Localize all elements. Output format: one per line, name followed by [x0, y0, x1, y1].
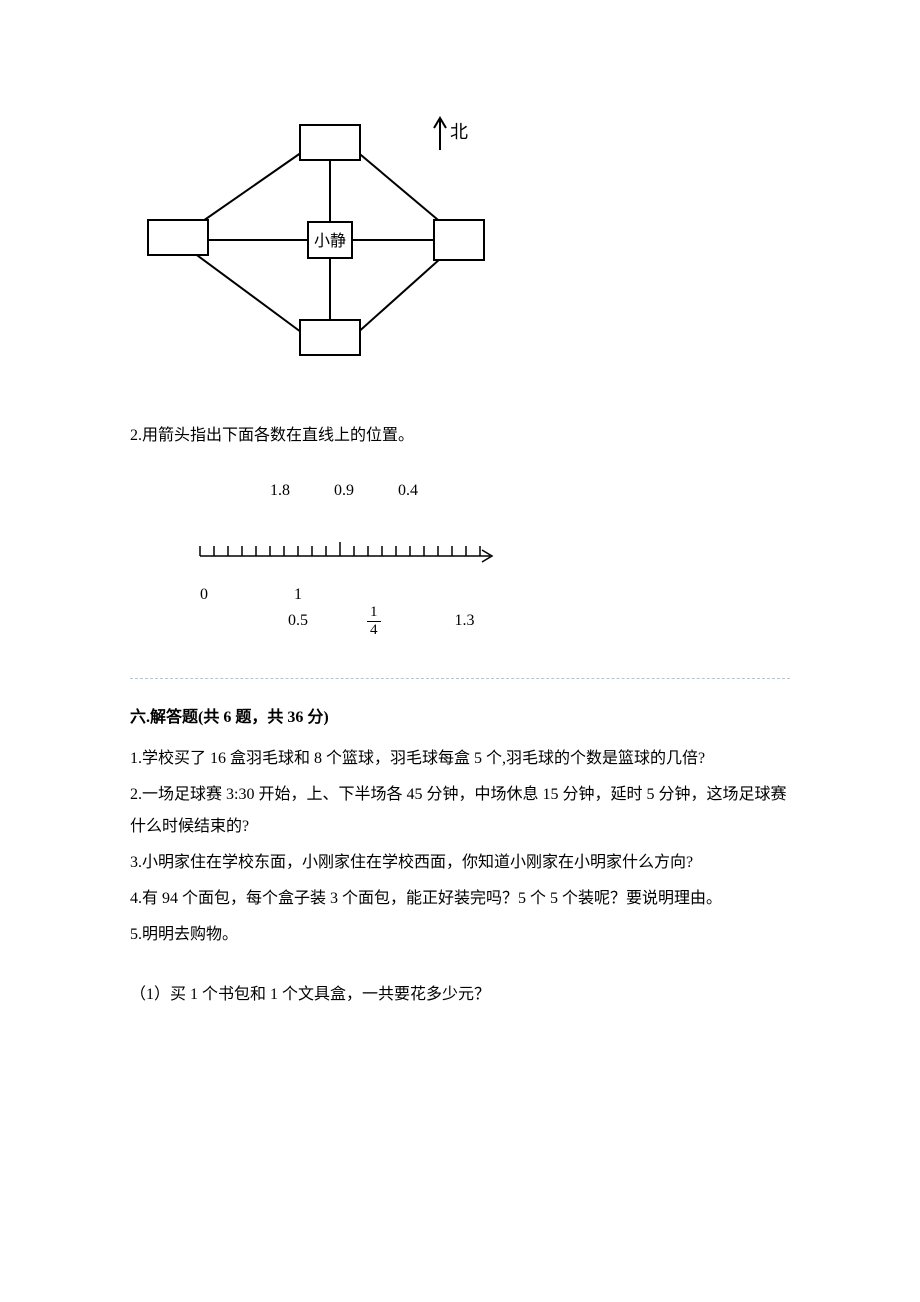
center-label: 小静: [314, 232, 346, 250]
number-line-figure: 1.8 0.9 0.4: [190, 482, 790, 638]
q6-5: 5.明明去购物。: [130, 919, 790, 951]
q6-3: 3.小明家住在学校东面，小刚家住在学校西面，你知道小刚家在小明家什么方向?: [130, 847, 790, 879]
north-label: 北: [450, 122, 468, 142]
frac-num: 1: [367, 604, 381, 622]
question-2-text: 2.用箭头指出下面各数在直线上的位置。: [130, 420, 790, 452]
q6-2: 2.一场足球赛 3:30 开始，上、下半场各 45 分钟，中场休息 15 分钟，…: [130, 779, 790, 843]
number-line-top-labels: 1.8 0.9 0.4: [270, 482, 790, 500]
top-val-3: 0.4: [398, 482, 418, 500]
label-1-3: 1.3: [455, 612, 475, 630]
q6-5-sub1: （1）买 1 个书包和 1 个文具盒，一共要花多少元？: [130, 979, 790, 1011]
top-val-1: 1.8: [270, 482, 290, 500]
q6-4: 4.有 94 个面包，每个盒子装 3 个面包，能正好装完吗？5 个 5 个装呢？…: [130, 883, 790, 915]
position-diagram-svg: 小静 北: [130, 100, 510, 380]
top-val-2: 0.9: [334, 482, 354, 500]
q6-1: 1.学校买了 16 盒羽毛球和 8 个篮球，羽毛球每盒 5 个,羽毛球的个数是篮…: [130, 743, 790, 775]
label-0-5: 0.5: [288, 612, 308, 630]
label-1: 1: [294, 586, 394, 604]
label-frac-1-4: 1 4: [367, 604, 381, 638]
number-line-svg: [190, 528, 510, 568]
frac-den: 4: [367, 622, 381, 639]
section-6-list: 1.学校买了 16 盒羽毛球和 8 个篮球，羽毛球每盒 5 个,羽毛球的个数是篮…: [130, 743, 790, 1011]
number-line-bottom-labels: 0 1 0.5 1 4 1.3: [200, 586, 790, 638]
label-0: 0: [200, 586, 290, 604]
section-6-title: 六.解答题(共 6 题，共 36 分): [130, 703, 790, 727]
position-diagram: 小静 北: [130, 100, 790, 380]
section-divider: [130, 678, 790, 679]
